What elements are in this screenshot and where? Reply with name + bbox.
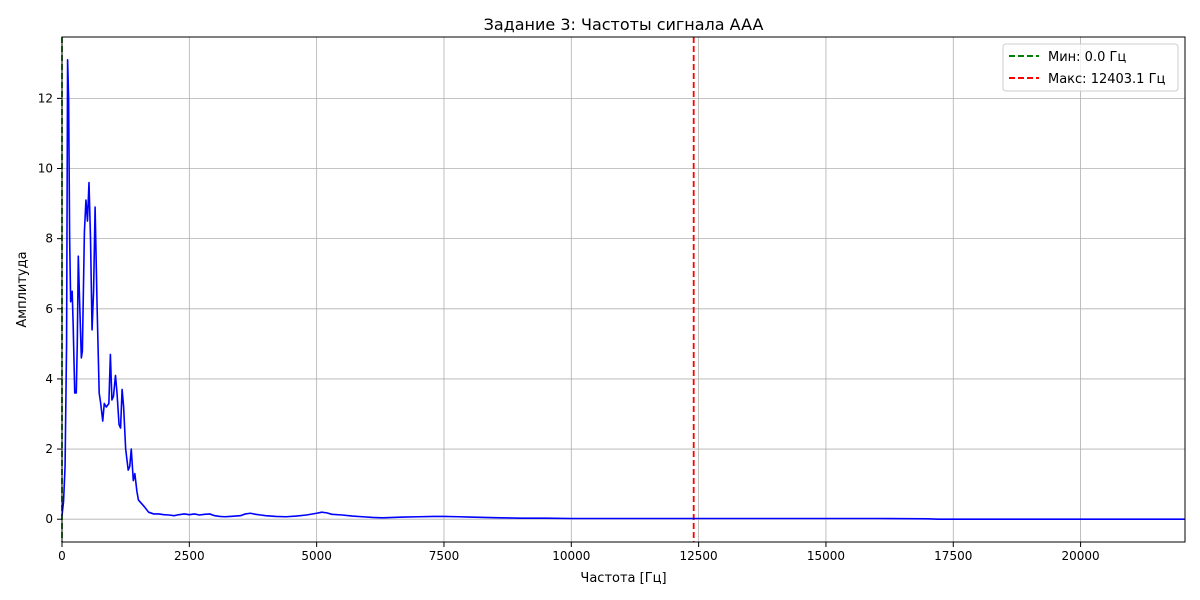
y-ticks: 0 2 4 6 8 10 12	[38, 91, 62, 526]
y-tick-label: 12	[38, 91, 53, 105]
x-tick-label: 10000	[552, 549, 590, 563]
spectrum-line	[61, 58, 1185, 521]
y-tick-label: 8	[45, 232, 53, 246]
x-tick-label: 7500	[429, 549, 460, 563]
y-tick-label: 6	[45, 302, 53, 316]
x-ticks: 0 2500 5000 7500 10000 12500 15000 17500 20000	[58, 542, 1100, 563]
x-tick-label: 5000	[301, 549, 332, 563]
x-tick-label: 17500	[934, 549, 972, 563]
chart-title: Задание 3: Частоты сигнала AAA	[484, 15, 764, 34]
legend-entry-max: Макс: 12403.1 Гц	[1048, 72, 1166, 87]
x-axis-title: Частота [Гц]	[580, 571, 666, 586]
y-axis-title: Амплитуда	[15, 251, 30, 327]
x-tick-label: 2500	[174, 549, 205, 563]
series	[61, 58, 1185, 521]
legend-box	[1002, 43, 1179, 92]
legend-entry-min: Мин: 0.0 Гц	[1048, 50, 1126, 65]
x-tick-label: 15000	[807, 549, 845, 563]
x-tick-label: 20000	[1062, 549, 1100, 563]
x-tick-label: 12500	[680, 549, 718, 563]
plot-frame	[61, 36, 1186, 543]
y-tick-label: 0	[45, 512, 53, 526]
legend: Мин: 0.0 Гц Макс: 12403.1 Гц	[1002, 43, 1179, 92]
x-tick-label: 0	[58, 549, 66, 563]
y-tick-label: 2	[45, 442, 53, 456]
y-tick-label: 4	[45, 372, 53, 386]
y-tick-label: 10	[38, 162, 53, 176]
